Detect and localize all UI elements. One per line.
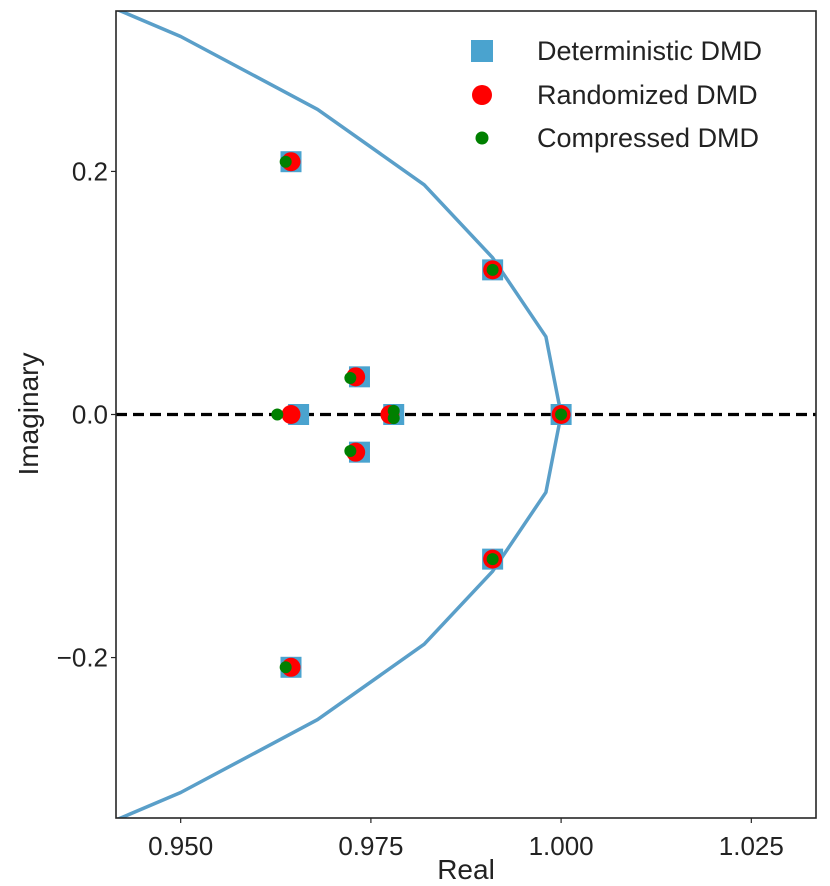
x-tick-label: 0.950 <box>148 831 213 861</box>
compressed-point <box>555 408 568 421</box>
x-tick-label: 1.025 <box>719 831 784 861</box>
y-axis-ticks: −0.2 0.0 0.2 <box>57 156 116 673</box>
x-tick-label: 1.000 <box>529 831 594 861</box>
x-tick-label: 0.975 <box>338 831 403 861</box>
legend-item-randomized: Randomized DMD <box>472 80 758 110</box>
series-compressed-dmd <box>271 155 568 674</box>
legend-label-randomized: Randomized DMD <box>537 80 758 110</box>
plot-area <box>116 11 816 818</box>
legend-label-deterministic: Deterministic DMD <box>537 36 762 66</box>
legend-marker-randomized <box>472 85 492 105</box>
y-tick-label: −0.2 <box>57 643 108 673</box>
compressed-point <box>279 661 292 674</box>
y-tick-label: 0.2 <box>72 156 108 186</box>
legend-item-compressed: Compressed DMD <box>475 123 759 153</box>
compressed-point <box>486 553 499 566</box>
compressed-point <box>271 408 284 421</box>
compressed-point <box>279 155 292 168</box>
legend: Deterministic DMD Randomized DMD Compres… <box>471 36 762 153</box>
compressed-point <box>486 263 499 276</box>
x-axis-ticks: 0.950 0.975 1.000 1.025 <box>148 818 784 861</box>
randomized-point <box>281 405 301 424</box>
compressed-point <box>344 444 357 457</box>
legend-label-compressed: Compressed DMD <box>537 123 759 153</box>
legend-item-deterministic: Deterministic DMD <box>471 36 762 66</box>
compressed-point <box>387 412 400 425</box>
legend-marker-deterministic <box>471 40 493 62</box>
y-axis-label: Imaginary <box>13 353 44 476</box>
x-axis-label: Real <box>437 854 495 885</box>
compressed-point <box>344 372 357 385</box>
legend-marker-compressed <box>475 131 489 145</box>
y-tick-label: 0.0 <box>72 400 108 430</box>
